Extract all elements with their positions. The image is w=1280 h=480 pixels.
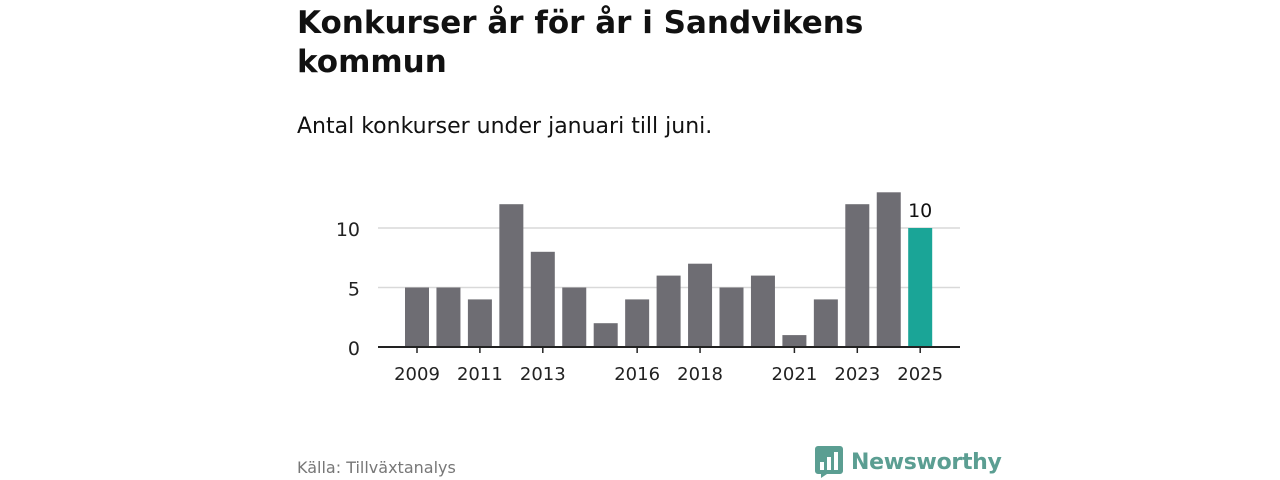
chart-title: Konkurser år för år i Sandvikens kommun bbox=[297, 5, 864, 80]
bar-2010 bbox=[436, 287, 461, 347]
brand-logo[interactable]: Newsworthy bbox=[815, 446, 1002, 478]
brand-name: Newsworthy bbox=[851, 449, 1002, 475]
chart-subtitle: Antal konkurser under januari till juni. bbox=[297, 114, 713, 139]
y-tick-label: 5 bbox=[348, 279, 360, 301]
x-tick-label-2016: 2016 bbox=[614, 364, 660, 385]
x-tick-label-2021: 2021 bbox=[771, 364, 817, 385]
source-note: Källa: Tillväxtanalys bbox=[297, 458, 456, 477]
bar-2024 bbox=[876, 192, 901, 347]
data-label-2025: 10 bbox=[908, 200, 932, 222]
x-tick-label-2023: 2023 bbox=[834, 364, 880, 385]
bar-chart-speech-bubble-icon bbox=[815, 446, 843, 478]
bar-2020 bbox=[750, 275, 775, 347]
y-tick-label: 10 bbox=[336, 219, 360, 241]
chart-card: Konkurser år för år i Sandvikens kommun … bbox=[297, 0, 1002, 480]
axes: 0 5 10 2009 2011 2013 2016 2018 2021 2023 2025 bbox=[336, 219, 960, 385]
bars: 10 bbox=[405, 192, 932, 347]
bar-2011 bbox=[467, 299, 492, 347]
x-tick-label-2011: 2011 bbox=[457, 364, 503, 385]
bar-2022 bbox=[813, 299, 838, 347]
bar-2021 bbox=[782, 335, 807, 347]
bar-2013 bbox=[530, 251, 555, 347]
x-tick-label-2025: 2025 bbox=[897, 364, 943, 385]
bar-2019 bbox=[719, 287, 744, 347]
bar-2017 bbox=[656, 275, 681, 347]
y-tick-label: 0 bbox=[348, 338, 360, 360]
bar-2023 bbox=[845, 204, 870, 347]
bar-2014 bbox=[562, 287, 587, 347]
bar-2016 bbox=[625, 299, 650, 347]
bar-2012 bbox=[499, 204, 524, 347]
x-tick-label-2013: 2013 bbox=[520, 364, 566, 385]
bar-2025 bbox=[908, 228, 933, 347]
x-tick-label-2009: 2009 bbox=[394, 364, 440, 385]
x-tick-label-2018: 2018 bbox=[677, 364, 723, 385]
bar-2015 bbox=[593, 323, 618, 347]
bar-2018 bbox=[688, 263, 713, 347]
bar-2009 bbox=[405, 287, 429, 347]
